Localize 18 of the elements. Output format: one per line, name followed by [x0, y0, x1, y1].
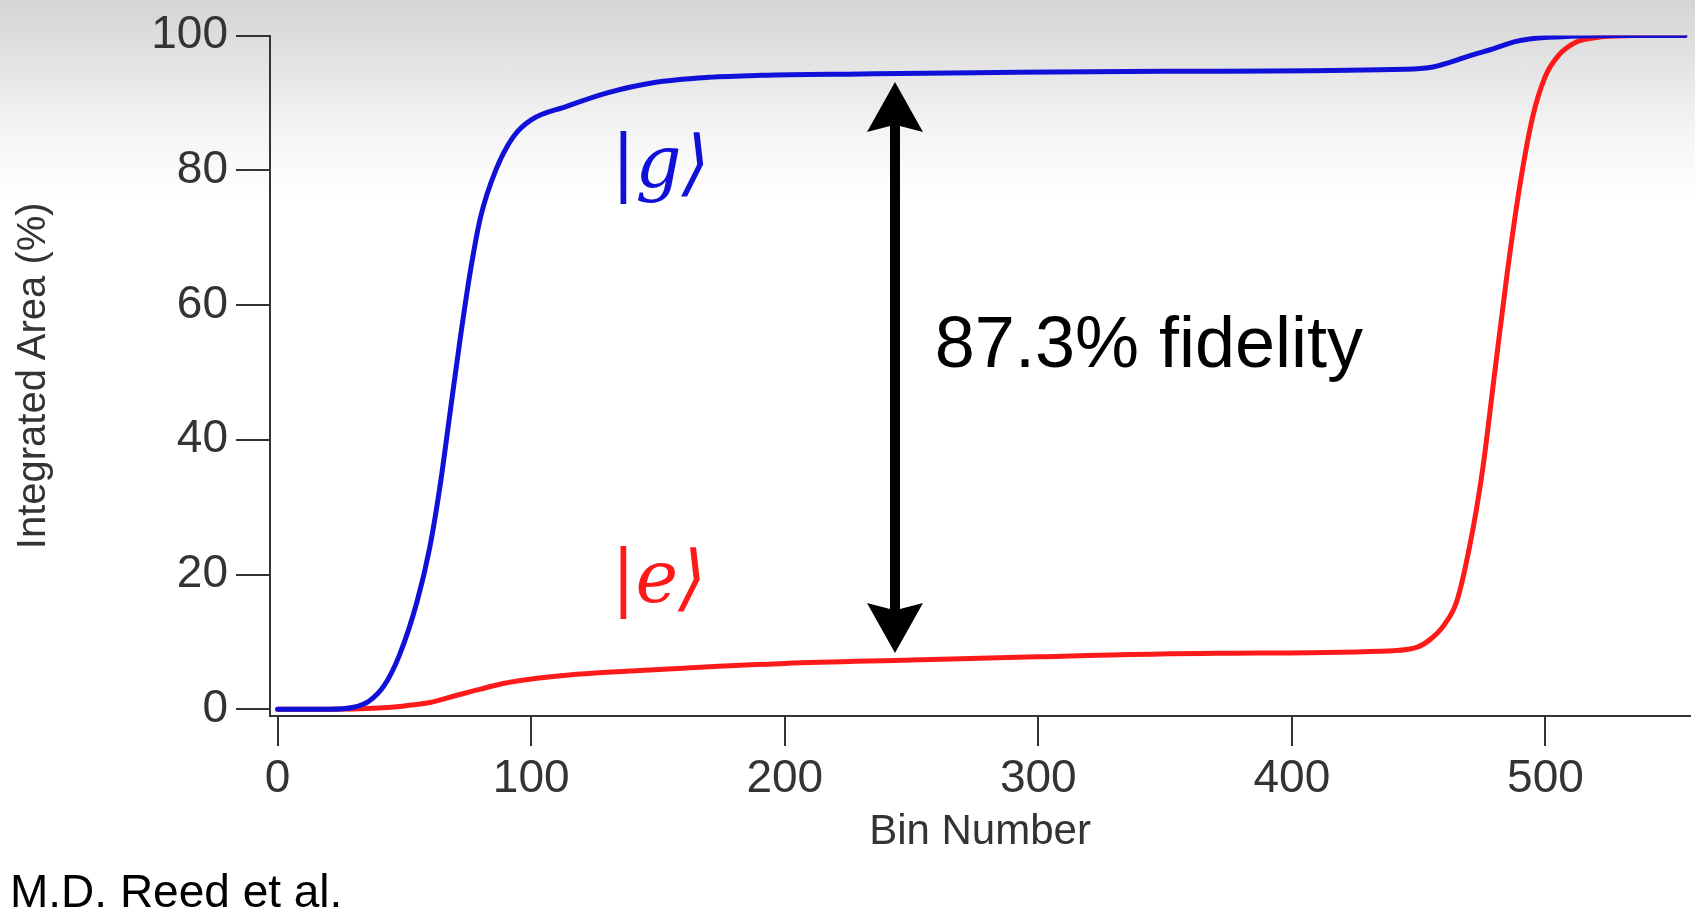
y-axis-title: Integrated Area (%) [9, 202, 54, 550]
x-tick-label: 300 [999, 750, 1077, 803]
x-tick-label: 0 [264, 750, 291, 803]
x-tick-label: 200 [746, 750, 824, 803]
x-tick-label: 400 [1253, 750, 1331, 803]
series-label: |g⟩ [611, 119, 710, 204]
y-tick-label: 0 [202, 679, 228, 732]
series-label: |e⟩ [611, 535, 707, 619]
annotation: 87.3% fidelity [934, 301, 1364, 382]
y-tick-label: 20 [176, 545, 228, 598]
y-tick-label: 80 [176, 141, 228, 194]
x-tick-label: 500 [1507, 750, 1584, 803]
y-tick-label: 100 [151, 6, 228, 59]
text: M.D. Reed et al. [10, 864, 343, 914]
x-axis-title: Bin Number [869, 806, 1091, 854]
x-tick-label: 100 [492, 750, 570, 803]
y-tick-label: 60 [176, 275, 228, 328]
y-tick-label: 40 [176, 410, 228, 463]
